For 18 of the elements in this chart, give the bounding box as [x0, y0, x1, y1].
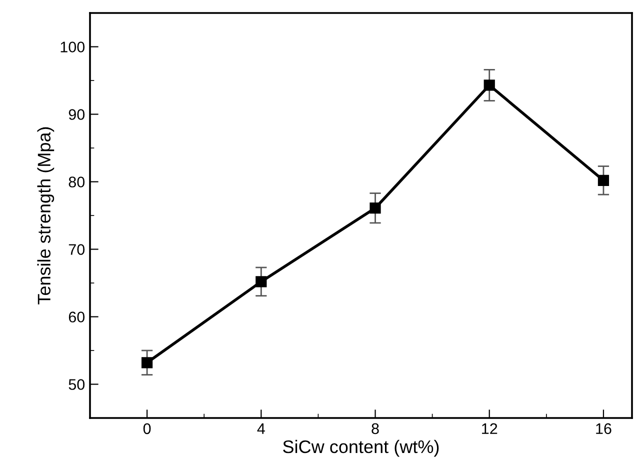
- y-tick-label: 100: [60, 42, 85, 52]
- y-tick-label: 90: [68, 109, 85, 120]
- y-tick-label: 70: [68, 244, 85, 255]
- x-tick-label: 16: [596, 423, 612, 434]
- point: [256, 276, 267, 288]
- y-tick-label: 80: [68, 176, 85, 188]
- x-tick-label: 4: [257, 423, 265, 434]
- x-tick-label: 8: [372, 423, 379, 434]
- x-tick-label: 0: [143, 423, 151, 434]
- point: [598, 174, 610, 186]
- x-tick-label: 12: [482, 423, 498, 434]
- x-axis-title: SiCw content (wt%): [283, 440, 439, 457]
- y-axis-title: Tensile strength (Mpa): [37, 127, 54, 304]
- y-tick-label: 50: [68, 379, 85, 390]
- y-tick-label: 60: [68, 312, 85, 322]
- point: [370, 202, 381, 214]
- point: [141, 357, 153, 368]
- point: [484, 80, 495, 91]
